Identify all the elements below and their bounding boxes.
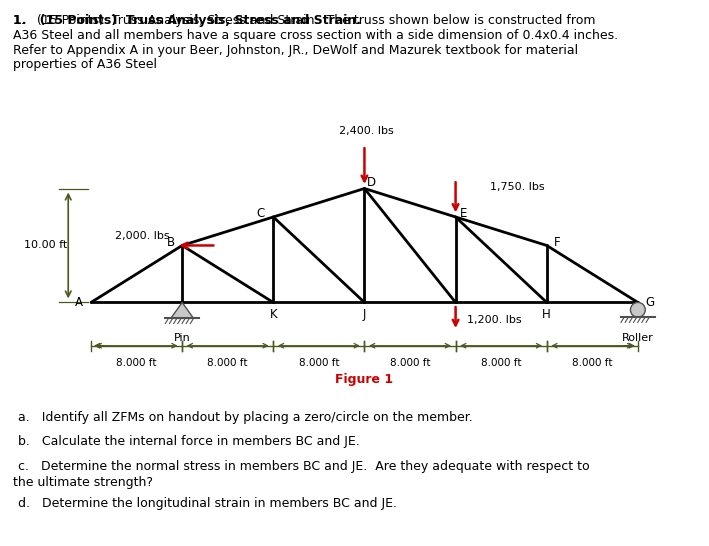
- Text: 10.00 ft: 10.00 ft: [24, 240, 67, 251]
- Text: D: D: [367, 176, 376, 189]
- Text: I: I: [454, 308, 457, 322]
- Text: 8.000 ft: 8.000 ft: [208, 358, 248, 367]
- Text: a.   Identify all ZFMs on handout by placing a zero/circle on the member.: a. Identify all ZFMs on handout by placi…: [18, 411, 472, 424]
- Text: b.   Calculate the internal force in members BC and JE.: b. Calculate the internal force in membe…: [18, 435, 359, 448]
- Text: d.   Determine the longitudinal strain in members BC and JE.: d. Determine the longitudinal strain in …: [18, 497, 397, 510]
- Text: L: L: [179, 301, 186, 314]
- Text: the ultimate strength?: the ultimate strength?: [13, 476, 152, 489]
- Text: F: F: [554, 235, 560, 248]
- Text: 8.000 ft: 8.000 ft: [481, 358, 521, 367]
- Text: 8.000 ft: 8.000 ft: [390, 358, 430, 367]
- Text: 1.   (15 Points)  Truss Analysis, Stress and Strain.: 1. (15 Points) Truss Analysis, Stress an…: [13, 14, 361, 27]
- Text: Figure 1: Figure 1: [335, 373, 393, 386]
- Text: A36 Steel and all members have a square cross section with a side dimension of 0: A36 Steel and all members have a square …: [13, 29, 618, 42]
- Text: J: J: [363, 308, 366, 322]
- Text: Refer to Appendix A in your Beer, Johnston, JR., DeWolf and Mazurek textbook for: Refer to Appendix A in your Beer, Johnst…: [13, 44, 578, 57]
- Text: Pin: Pin: [174, 333, 191, 343]
- Text: 1,750. lbs: 1,750. lbs: [490, 182, 545, 192]
- Text: 2,000. lbs: 2,000. lbs: [115, 231, 169, 241]
- Text: A: A: [74, 296, 82, 309]
- Text: 8.000 ft: 8.000 ft: [298, 358, 339, 367]
- Text: C: C: [257, 207, 265, 220]
- Text: H: H: [542, 308, 551, 322]
- Text: 1.   (15 Points)  Truss Analysis, Stress and Strain.  The truss shown below is c: 1. (15 Points) Truss Analysis, Stress an…: [13, 14, 596, 27]
- Text: K: K: [269, 308, 277, 322]
- Text: c.   Determine the normal stress in members BC and JE.  Are they adequate with r: c. Determine the normal stress in member…: [18, 460, 589, 473]
- Circle shape: [630, 302, 645, 317]
- Text: properties of A36 Steel: properties of A36 Steel: [13, 58, 157, 72]
- Text: G: G: [646, 296, 655, 309]
- Text: B: B: [167, 235, 175, 248]
- Text: 2,400. lbs: 2,400. lbs: [340, 126, 394, 136]
- Polygon shape: [171, 302, 194, 318]
- Text: Roller: Roller: [622, 333, 654, 343]
- Text: E: E: [460, 207, 467, 220]
- Text: 1,200. lbs: 1,200. lbs: [467, 314, 522, 324]
- Text: 8.000 ft: 8.000 ft: [116, 358, 157, 367]
- Text: 8.000 ft: 8.000 ft: [572, 358, 613, 367]
